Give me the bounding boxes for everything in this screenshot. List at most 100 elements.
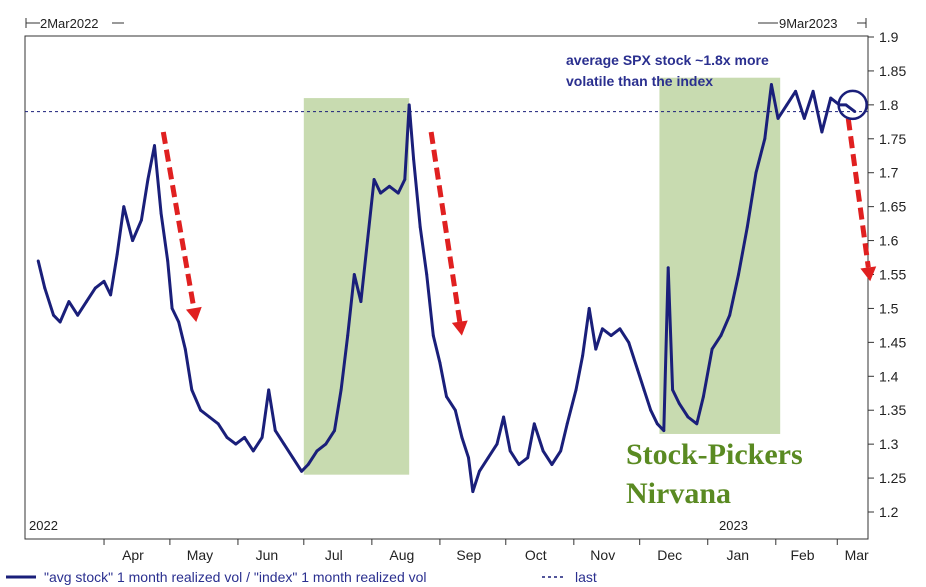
x-tick-label-May: May (187, 547, 213, 563)
series-point-2022-06-22 (282, 442, 286, 446)
series-point-2022-04-01 (102, 279, 106, 283)
series-point-2022-08-13 (396, 191, 400, 195)
series-point-2022-12-12 (662, 429, 666, 432)
series-point-2022-08-29 (431, 334, 435, 337)
series-point-2022-09-04 (445, 395, 448, 399)
y-tick-label-1.2: 1.2 (879, 504, 899, 520)
series-point-2023-01-11 (728, 313, 732, 317)
series-point-2022-07-30 (366, 239, 369, 242)
series-point-2022-08-18 (407, 103, 411, 107)
series-point-2022-11-11 (594, 347, 598, 351)
series-point-2023-01-15 (737, 273, 740, 276)
legend-label-series: "avg stock" 1 month realized vol / "inde… (44, 569, 427, 585)
series-point-2022-12-03 (642, 388, 646, 392)
x-tick-label-Aug: Aug (389, 547, 414, 563)
series-point-2022-09-14 (467, 456, 470, 460)
series-point-2023-03-09 (853, 110, 857, 114)
x-tick-label-Jun: Jun (256, 547, 279, 563)
series-point-2022-07-27 (359, 300, 363, 304)
series-point-2023-01-03 (710, 347, 714, 351)
series-point-2022-05-23 (216, 422, 220, 426)
series-point-2023-02-06 (785, 103, 789, 107)
series-point-2022-09-01 (438, 361, 442, 365)
series-point-2022-10-14 (532, 422, 536, 426)
x-tick-label-Apr: Apr (122, 547, 144, 563)
y-tick-label-1.85: 1.85 (879, 63, 906, 79)
series-point-2022-12-27 (695, 422, 699, 426)
series-point-2022-04-27 (159, 212, 163, 215)
series-point-2022-03-02 (36, 259, 40, 263)
y-tick-label-1.6: 1.6 (879, 233, 899, 249)
x-tick-label-Jul: Jul (325, 547, 343, 563)
series-point-2022-05-19 (208, 415, 211, 419)
series-point-2022-08-02 (372, 178, 376, 181)
series-point-2022-04-07 (115, 252, 119, 256)
x-tick-label-Oct: Oct (525, 547, 547, 563)
x-range-markers: 2Mar2022 9Mar2023 (25, 16, 867, 31)
series-point-2023-02-02 (776, 117, 780, 120)
series-point-2022-05-15 (199, 408, 203, 412)
trend-arrow-head-3 (860, 266, 877, 282)
series-point-2023-01-23 (754, 171, 758, 175)
series-point-2022-08-16 (403, 178, 407, 181)
series-point-2022-04-14 (131, 239, 134, 242)
series-points (36, 83, 857, 494)
series-point-2023-02-26 (829, 96, 833, 100)
series-point-2022-10-03 (508, 449, 512, 453)
series-point-2022-09-19 (478, 469, 481, 473)
series-point-2022-12-14 (666, 266, 670, 270)
x-tick-label-Sep: Sep (456, 547, 481, 563)
series-point-2022-10-18 (541, 449, 545, 453)
series-point-2022-11-22 (618, 327, 622, 331)
legend-label-last: last (575, 569, 597, 585)
series-point-2022-07-11 (324, 442, 328, 446)
series-point-2023-01-19 (745, 225, 749, 229)
nirvana-label: Nirvana (626, 477, 731, 510)
trend-arrow-shaft-3 (845, 118, 871, 268)
series-point-2022-04-10 (122, 205, 126, 209)
series-point-2023-01-30 (770, 83, 773, 86)
series-point-2022-12-09 (655, 422, 659, 426)
series-point-2022-03-20 (76, 313, 80, 317)
plot-frame (24, 35, 869, 540)
series-point-2022-12-30 (701, 395, 705, 399)
series-point-2022-11-02 (574, 388, 578, 392)
series-point-2022-03-12 (58, 320, 62, 324)
y-axis: 1.2 1.25 1.3 1.35 1.4 1.45 1.5 1.55 1.6 1.65 1.7 1.… (868, 29, 906, 520)
series-point-2022-05-27 (225, 435, 229, 439)
x-tick-label-Mar: Mar (845, 547, 869, 563)
series-point-2022-11-30 (636, 368, 639, 371)
series-point-2023-01-07 (719, 334, 723, 337)
series-point-2023-03-05 (844, 103, 848, 107)
y-tick-label-1.65: 1.65 (879, 199, 906, 215)
series-point-2022-04-30 (166, 259, 170, 263)
series-point-2022-06-08 (251, 449, 255, 453)
series-point-2022-09-30 (502, 415, 505, 419)
series-point-2022-11-26 (627, 340, 631, 344)
trend-arrow-head-1 (185, 306, 202, 322)
series-point-2022-11-14 (600, 327, 604, 331)
series-point-2022-04-18 (139, 218, 143, 222)
series-point-2022-05-11 (190, 388, 194, 392)
series-point-2022-09-23 (486, 456, 490, 460)
series-point-2023-02-18 (811, 89, 815, 93)
stock-pickers-label: Stock-Pickers (626, 438, 803, 471)
series-point-2022-12-23 (686, 415, 690, 419)
series-point-2022-08-09 (388, 184, 391, 188)
x-tick-label-Dec: Dec (657, 547, 682, 563)
series-point-2022-05-31 (234, 442, 238, 446)
series-point-2022-04-21 (146, 178, 150, 181)
y-tick-label-1.5: 1.5 (879, 300, 899, 316)
trend-arrow-shaft-2 (428, 131, 463, 323)
series-point-2022-06-30 (300, 469, 304, 473)
series-point-2022-06-26 (291, 456, 295, 460)
series-point-2022-06-04 (243, 435, 246, 439)
series-point-2022-07-15 (333, 429, 336, 432)
year-label-2022: 2022 (29, 518, 58, 533)
series-point-2022-03-09 (52, 313, 55, 317)
note-line-1: average SPX stock ~1.8x more (566, 52, 769, 68)
trend-arrows (160, 118, 877, 336)
series-point-2022-09-08 (453, 408, 457, 412)
y-tick-label-1.35: 1.35 (879, 402, 906, 418)
series-point-2022-08-20 (412, 157, 415, 161)
